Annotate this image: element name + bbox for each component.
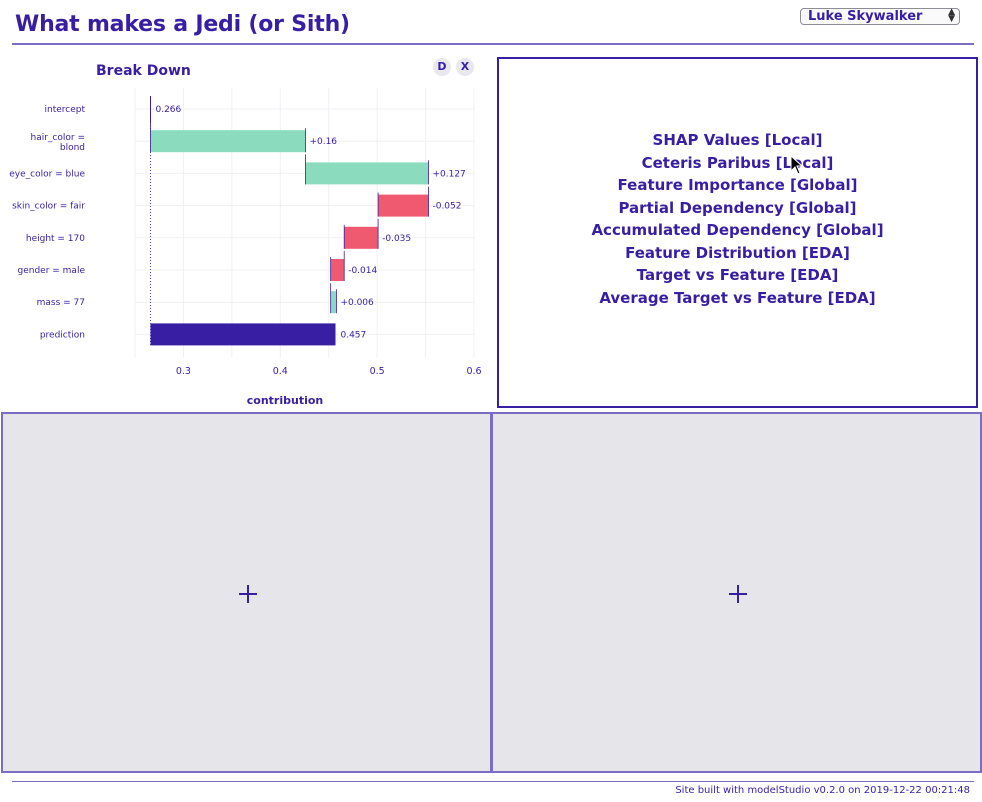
row-label: prediction — [40, 330, 85, 340]
add-plot-plus-icon[interactable] — [729, 585, 747, 603]
close-panel-button[interactable]: X — [456, 58, 474, 76]
contribution-bar — [330, 259, 345, 281]
row-label: gender = male — [18, 266, 86, 276]
bar-value-label: +0.16 — [309, 137, 337, 147]
prediction-bar — [150, 323, 336, 346]
add-plot-plus-icon[interactable] — [239, 585, 257, 603]
title-divider — [12, 43, 974, 45]
footer-credit: Site built with modelStudio v0.2.0 on 20… — [675, 785, 970, 796]
contribution-bar — [330, 291, 337, 314]
row-label: skin_color = fair — [12, 202, 85, 212]
empty-plot-panel-right — [491, 412, 982, 773]
x-tick-label: 0.4 — [273, 366, 288, 377]
x-tick-label: 0.3 — [176, 366, 191, 377]
observation-select-value: Luke Skywalker — [808, 9, 923, 24]
plot-choice-item[interactable]: Partial Dependency [Global] — [618, 198, 857, 217]
row-label: intercept — [45, 105, 86, 115]
select-arrows-icon: ▲ ▼ — [948, 7, 955, 24]
x-axis-label: contribution — [247, 394, 323, 407]
mouse-cursor-icon — [790, 155, 804, 175]
row-label: hair_color = — [31, 133, 85, 143]
plot-choice-item[interactable]: Target vs Feature [EDA] — [636, 266, 839, 284]
break-down-panel: Break Down 0.3 0.4 0.5 0.6 contribution interc… — [0, 50, 490, 410]
bar-value-label: 0.457 — [340, 330, 366, 340]
x-tick-label: 0.6 — [466, 366, 481, 377]
bar-value-label: -0.014 — [348, 266, 377, 276]
bar-value-label: 0.266 — [155, 105, 181, 115]
contribution-bar — [378, 194, 429, 217]
bar-value-label: -0.035 — [382, 234, 411, 244]
contribution-bar — [344, 226, 379, 249]
page-title: What makes a Jedi (or Sith) — [15, 12, 350, 37]
chart-title: Break Down — [96, 63, 191, 79]
empty-plot-panel-left — [1, 412, 492, 773]
observation-select[interactable]: Luke Skywalker ▲ ▼ — [800, 8, 960, 25]
break-down-chart: Break Down 0.3 0.4 0.5 0.6 contribution interc… — [9, 63, 481, 407]
bar-value-label: -0.052 — [432, 202, 461, 212]
plot-choice-item[interactable]: Accumulated Dependency [Global] — [591, 221, 884, 239]
plot-choice-item[interactable]: SHAP Values [Local] — [652, 131, 823, 149]
plot-choice-list: SHAP Values [Local] Ceteris Paribus [Loca… — [499, 129, 976, 309]
plot-choice-item[interactable]: Ceteris Paribus [Local] — [641, 153, 834, 172]
row-label: height = 170 — [26, 234, 85, 244]
row-label: mass = 77 — [37, 298, 85, 308]
x-tick-label: 0.5 — [370, 366, 385, 377]
footer-divider — [12, 781, 974, 782]
plot-choice-item[interactable]: Feature Importance [Global] — [617, 176, 858, 194]
plot-choice-item[interactable]: Feature Distribution [EDA] — [625, 243, 850, 262]
describe-button[interactable]: D — [433, 58, 451, 76]
bar-value-label: +0.127 — [432, 169, 465, 179]
contribution-bar — [305, 162, 429, 185]
contribution-bar — [150, 130, 306, 153]
row-label: blond — [60, 143, 85, 153]
plot-choice-item[interactable]: Average Target vs Feature [EDA] — [599, 288, 876, 307]
row-label: eye_color = blue — [9, 169, 85, 179]
plot-choice-menu: SHAP Values [Local] Ceteris Paribus [Loca… — [497, 57, 978, 408]
bar-value-label: +0.006 — [340, 298, 374, 308]
